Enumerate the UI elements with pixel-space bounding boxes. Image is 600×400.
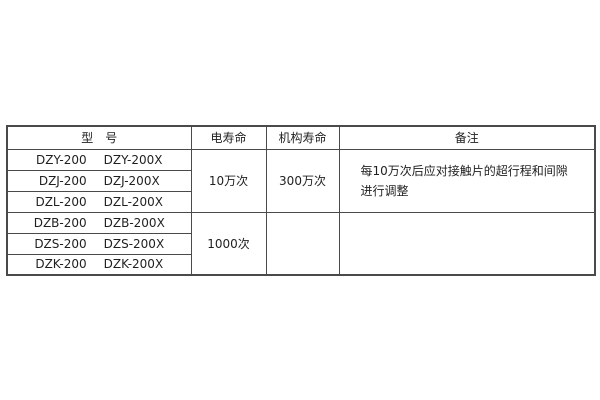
electrical-life-cell: 10万次 <box>190 148 267 213</box>
model-cell: DZJ-200 DZJ-200X <box>6 169 192 192</box>
relay-life-spec-table: 型 号 电寿命 机构寿命 备注 DZY-200 DZY-200X 10万次 30… <box>6 125 596 276</box>
model-name: DZB-200 <box>33 215 87 230</box>
mechanical-life-cell: 300万次 <box>265 148 340 213</box>
model-cell: DZL-200 DZL-200X <box>6 190 192 213</box>
table-row: DZY-200 DZY-200X 10万次 300万次 每10万次后应对接触片的… <box>6 148 596 213</box>
remark-cell: 每10万次后应对接触片的超行程和间隙 进行调整 <box>338 148 596 213</box>
model-name: DZJ-200X <box>103 173 160 188</box>
table-row: DZB-200 DZB-200X 1000次 <box>6 211 596 276</box>
header-remark: 备注 <box>338 125 596 150</box>
model-cell: DZY-200 DZY-200X <box>6 148 192 171</box>
model-name: DZK-200X <box>103 257 164 272</box>
header-row: 型 号 电寿命 机构寿命 备注 <box>6 125 596 150</box>
model-name: DZY-200 <box>36 152 87 167</box>
model-cell: DZS-200 DZS-200X <box>6 232 192 255</box>
mechanical-life-cell <box>265 211 340 276</box>
table-row: DZK-200 DZK-200X <box>6 253 595 276</box>
model-name: DZB-200X <box>103 215 165 230</box>
table-row: DZL-200 DZL-200X <box>6 190 595 213</box>
model-name: DZK-200 <box>35 257 87 272</box>
model-name: DZL-200 <box>35 194 87 209</box>
model-name: DZJ-200 <box>38 173 87 188</box>
model-cell: DZK-200 DZK-200X <box>6 253 192 276</box>
spec-table-container: 型 号 电寿命 机构寿命 备注 DZY-200 DZY-200X 10万次 30… <box>6 125 596 276</box>
remark-line: 每10万次后应对接触片的超行程和间隙 <box>360 163 568 178</box>
model-name: DZS-200 <box>34 236 87 251</box>
header-electrical-life: 电寿命 <box>190 125 267 150</box>
header-mechanical-life: 机构寿命 <box>265 125 340 150</box>
remark-line: 进行调整 <box>360 183 409 198</box>
header-model: 型 号 <box>6 125 192 150</box>
model-name: DZY-200X <box>103 152 163 167</box>
model-name: DZS-200X <box>103 236 165 251</box>
table-row: DZJ-200 DZJ-200X <box>6 169 595 192</box>
remark-cell <box>338 211 596 276</box>
electrical-life-cell: 1000次 <box>190 211 267 276</box>
model-cell: DZB-200 DZB-200X <box>6 211 192 234</box>
model-name: DZL-200X <box>103 194 164 209</box>
